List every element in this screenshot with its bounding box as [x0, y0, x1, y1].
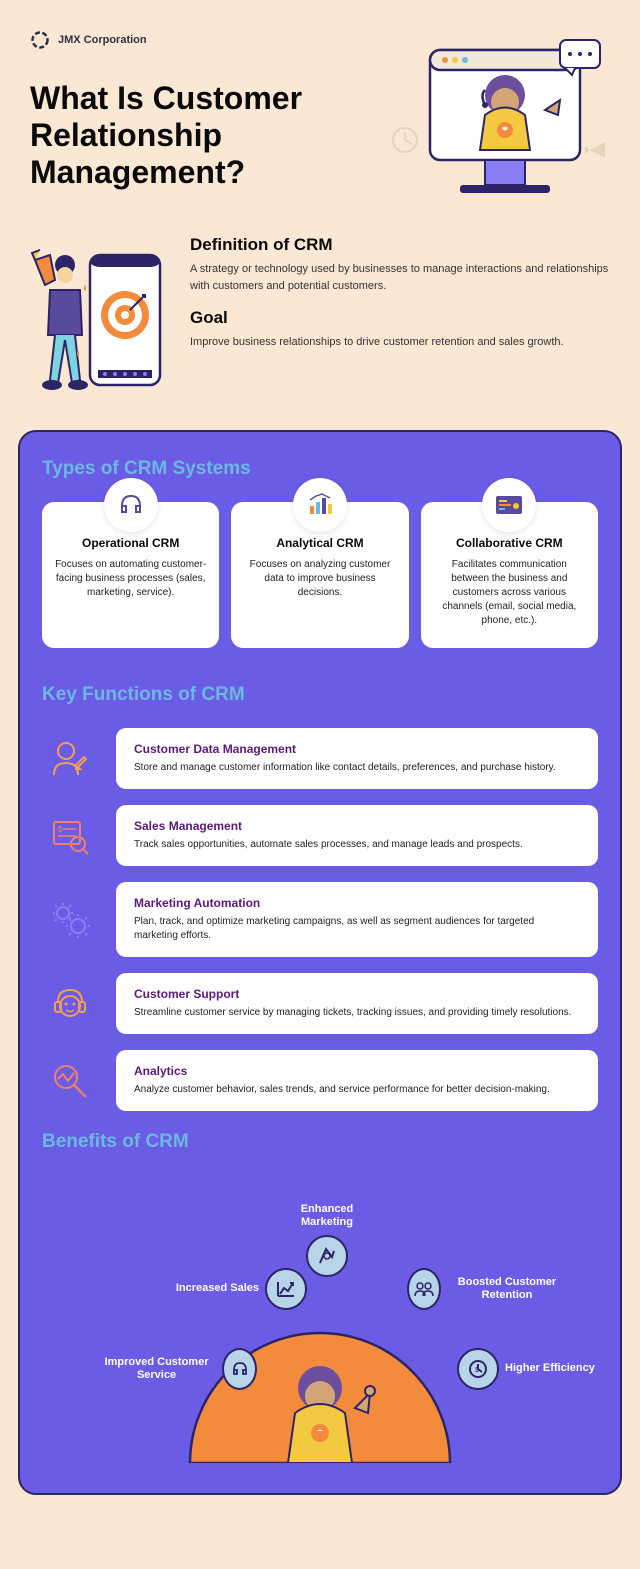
function-icon: [42, 898, 98, 942]
headset-icon: [104, 478, 158, 532]
type-title: Operational CRM: [54, 536, 207, 550]
header-illustration: [390, 30, 610, 215]
function-card: Sales Management Track sales opportuniti…: [116, 805, 598, 866]
logo: JMX Corporation: [30, 30, 370, 50]
benefit-item: Improved Customer Service: [97, 1348, 257, 1390]
function-card: Analytics Analyze customer behavior, sal…: [116, 1050, 598, 1111]
function-row: Analytics Analyze customer behavior, sal…: [42, 1050, 598, 1111]
function-desc: Store and manage customer information li…: [134, 761, 580, 775]
type-desc: Focuses on automating customer-facing bu…: [54, 558, 207, 600]
benefit-item: Increased Sales: [147, 1268, 307, 1310]
type-desc: Focuses on analyzing customer data to im…: [243, 558, 396, 600]
function-card: Customer Support Streamline customer ser…: [116, 973, 598, 1034]
function-card: Customer Data Management Store and manag…: [116, 728, 598, 789]
benefits-heading: Benefits of CRM: [42, 1131, 598, 1153]
benefit-icon: [407, 1268, 441, 1310]
function-icon: $: [42, 814, 98, 858]
definition-section: Definition of CRM A strategy or technolo…: [0, 225, 640, 430]
svg-text:$: $: [58, 825, 63, 834]
benefit-icon: [222, 1348, 257, 1390]
benefit-label: Boosted Customer Retention: [447, 1276, 567, 1302]
function-desc: Analyze customer behavior, sales trends,…: [134, 1083, 580, 1097]
page-title: What Is Customer Relationship Management…: [30, 80, 370, 190]
support-agent-illustration: [390, 30, 610, 210]
function-icon: [42, 737, 98, 781]
benefit-label: Higher Efficiency: [505, 1362, 595, 1375]
goal-heading: Goal: [190, 308, 610, 328]
function-desc: Streamline customer service by managing …: [134, 1006, 580, 1020]
header-left: JMX Corporation What Is Customer Relatio…: [30, 30, 370, 190]
function-row: Customer Data Management Store and manag…: [42, 728, 598, 789]
function-desc: Track sales opportunities, automate sale…: [134, 838, 580, 852]
function-title: Analytics: [134, 1064, 580, 1078]
main-content-box: Types of CRM Systems Operational CRM Foc…: [18, 430, 622, 1495]
function-desc: Plan, track, and optimize marketing camp…: [134, 915, 580, 943]
header: JMX Corporation What Is Customer Relatio…: [0, 0, 640, 225]
function-row: Customer Support Streamline customer ser…: [42, 973, 598, 1034]
definition-body: A strategy or technology used by busines…: [190, 261, 610, 294]
benefit-item: Boosted Customer Retention: [407, 1268, 567, 1310]
benefits-area: Enhanced Marketing Increased Sales Boost…: [42, 1183, 598, 1463]
function-title: Marketing Automation: [134, 896, 580, 910]
type-title: Collaborative CRM: [433, 536, 586, 550]
definition-illustration: [30, 235, 170, 400]
benefit-label: Improved Customer Service: [97, 1356, 216, 1382]
function-title: Customer Data Management: [134, 742, 580, 756]
goal-body: Improve business relationships to drive …: [190, 334, 610, 351]
functions-heading: Key Functions of CRM: [42, 684, 598, 706]
screen-share-icon: [482, 478, 536, 532]
benefit-label: Increased Sales: [176, 1282, 259, 1295]
benefit-icon: $: [457, 1348, 499, 1390]
definition-heading: Definition of CRM: [190, 235, 610, 255]
benefit-icon: [265, 1268, 307, 1310]
benefit-item: Enhanced Marketing: [277, 1203, 377, 1277]
function-icon: [42, 982, 98, 1026]
function-row: Marketing Automation Plan, track, and op…: [42, 882, 598, 957]
type-title: Analytical CRM: [243, 536, 396, 550]
function-title: Sales Management: [134, 819, 580, 833]
function-card: Marketing Automation Plan, track, and op…: [116, 882, 598, 957]
types-row: Operational CRM Focuses on automating cu…: [42, 502, 598, 648]
function-title: Customer Support: [134, 987, 580, 1001]
svg-text:$: $: [475, 1367, 479, 1374]
benefit-item: $ Higher Efficiency: [457, 1348, 617, 1390]
marketer-phone-illustration: [30, 235, 170, 395]
functions-list: Customer Data Management Store and manag…: [42, 728, 598, 1111]
bar-chart-icon: [293, 478, 347, 532]
type-card-collaborative: Collaborative CRM Facilitates communicat…: [421, 502, 598, 648]
definition-text: Definition of CRM A strategy or technolo…: [190, 235, 610, 365]
function-icon: [42, 1059, 98, 1103]
function-row: $ Sales Management Track sales opportuni…: [42, 805, 598, 866]
benefit-icon: [306, 1235, 348, 1277]
type-desc: Facilitates communication between the bu…: [433, 558, 586, 628]
type-card-analytical: Analytical CRM Focuses on analyzing cust…: [231, 502, 408, 648]
logo-text: JMX Corporation: [58, 34, 147, 46]
types-heading: Types of CRM Systems: [42, 458, 598, 480]
type-card-operational: Operational CRM Focuses on automating cu…: [42, 502, 219, 648]
benefit-label: Enhanced Marketing: [277, 1203, 377, 1229]
logo-icon: [30, 30, 50, 50]
